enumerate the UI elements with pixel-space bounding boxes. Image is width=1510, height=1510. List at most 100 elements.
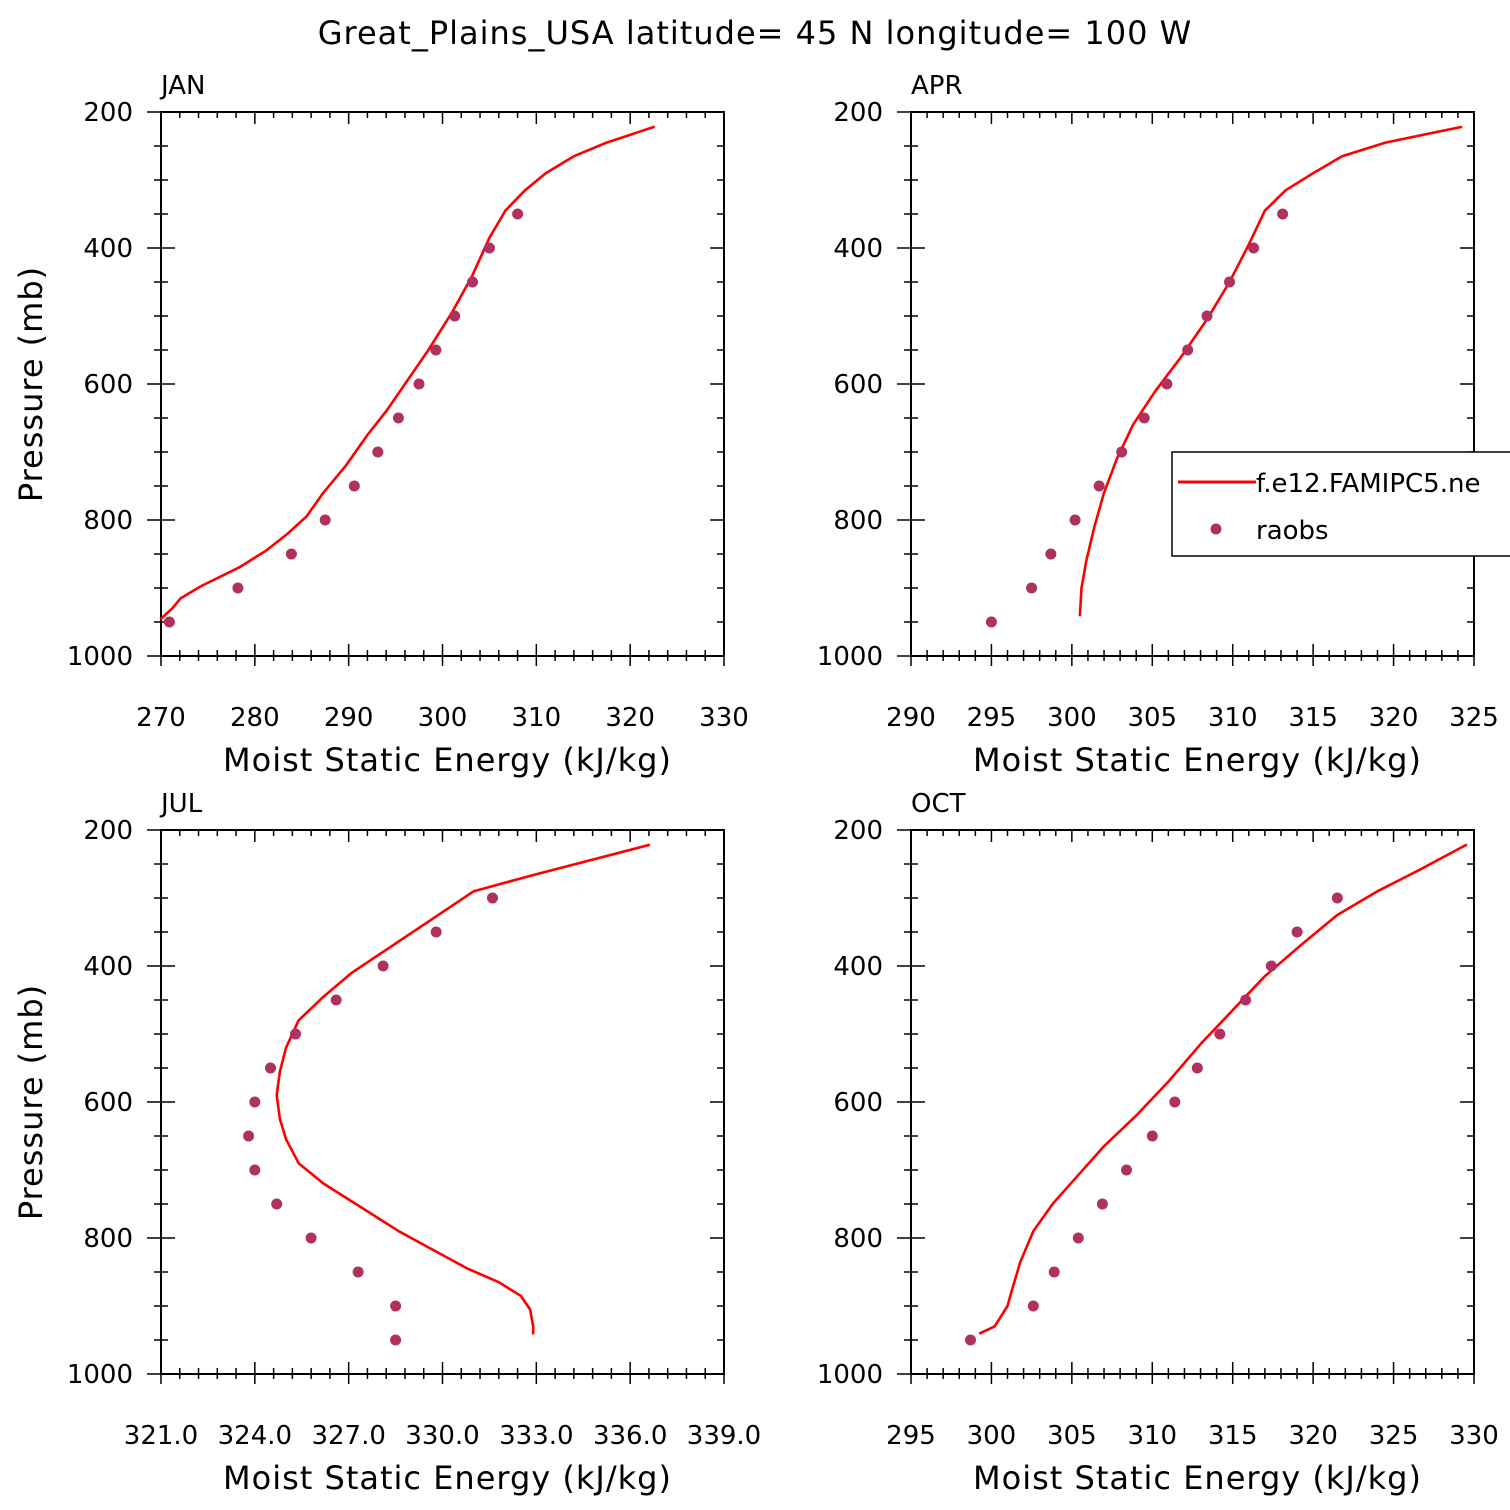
figure-title: Great_Plains_USA latitude= 45 N longitud… xyxy=(318,14,1193,52)
obs-point-oct xyxy=(1169,1096,1181,1108)
plot-frame-oct xyxy=(910,829,1475,1375)
x-axis-title-oct: Moist Static Energy (kJ/kg) xyxy=(973,1459,1422,1497)
x-tick-label: 295 xyxy=(886,1421,936,1451)
panel-title-oct: OCT xyxy=(911,789,966,819)
obs-point-oct xyxy=(1048,1266,1060,1278)
x-tick-label: 320 xyxy=(1369,703,1419,733)
legend-label-obs: raobs xyxy=(1256,516,1329,546)
obs-point-oct xyxy=(1291,926,1303,938)
x-tick-label: 295 xyxy=(967,703,1017,733)
y-tick-label: 800 xyxy=(833,506,883,536)
y-tick-label: 1000 xyxy=(67,1360,133,1390)
x-tick-label: 333.0 xyxy=(499,1421,573,1451)
obs-point-jul xyxy=(390,1334,402,1346)
panel-apr: APR 290 295 300 305 310 315 320 325 200 400 600 800 1… xyxy=(817,71,1499,779)
y-tick-label: 200 xyxy=(833,816,883,846)
obs-point-jan xyxy=(319,514,331,526)
obs-point-jul xyxy=(377,960,389,972)
y-axis-title-jan: Pressure (mb) xyxy=(12,266,50,502)
panel-oct: OCT 295 300 305 310 315 320 325 330 200 400 600 800 1… xyxy=(817,789,1499,1497)
obs-point-oct xyxy=(1191,1062,1203,1074)
obs-point-oct xyxy=(1240,994,1252,1006)
y-tick-label: 1000 xyxy=(817,1360,883,1390)
obs-point-apr xyxy=(1026,582,1038,594)
obs-point-jan xyxy=(285,548,297,560)
y-tick-label: 600 xyxy=(833,1088,883,1118)
x-tick-label: 270 xyxy=(136,703,186,733)
obs-point-jul xyxy=(390,1300,402,1312)
x-axis-title-jul: Moist Static Energy (kJ/kg) xyxy=(223,1459,672,1497)
model-line-jul xyxy=(275,843,651,1335)
x-tick-label: 325 xyxy=(1449,703,1499,733)
y-tick-label: 600 xyxy=(833,370,883,400)
model-line-apr xyxy=(1078,125,1463,617)
obs-point-oct xyxy=(1121,1164,1132,1176)
obs-point-apr xyxy=(985,616,997,628)
x-tick-label: 327.0 xyxy=(311,1421,385,1451)
obs-point-oct xyxy=(1146,1130,1158,1142)
obs-point-jan xyxy=(483,242,495,254)
y-tick-label: 600 xyxy=(83,1088,133,1118)
x-tick-label: 330 xyxy=(1449,1421,1499,1451)
y-tick-label: 200 xyxy=(833,98,883,128)
obs-point-jul xyxy=(265,1062,276,1074)
obs-point-apr xyxy=(1161,378,1173,390)
legend-marker-swatch xyxy=(1210,523,1222,535)
obs-point-oct xyxy=(1265,960,1277,972)
plot-frame-jan xyxy=(160,111,725,657)
legend-label-model: f.e12.FAMIPC5.ne xyxy=(1256,469,1480,499)
panel-title-apr: APR xyxy=(911,71,963,101)
x-axis-title-jan: Moist Static Energy (kJ/kg) xyxy=(223,741,672,779)
y-tick-label: 200 xyxy=(83,98,133,128)
plot-frame-apr xyxy=(910,111,1475,657)
legend: f.e12.FAMIPC5.ne raobs xyxy=(1171,451,1510,557)
obs-point-apr xyxy=(1182,344,1194,356)
panel-jan: JAN 270 280 290 300 310 320 330 200 400 600 800 1000… xyxy=(12,71,749,779)
y-tick-label: 800 xyxy=(83,506,133,536)
x-tick-label: 305 xyxy=(1047,1421,1097,1451)
x-tick-label: 300 xyxy=(418,703,468,733)
obs-point-jan xyxy=(449,310,461,322)
panel-title-jul: JUL xyxy=(159,789,203,819)
obs-point-oct xyxy=(1096,1198,1108,1210)
obs-point-jul xyxy=(487,892,498,904)
x-tick-label: 300 xyxy=(967,1421,1017,1451)
y-tick-label: 400 xyxy=(83,952,133,982)
x-tick-label: 305 xyxy=(1127,703,1177,733)
obs-point-jul xyxy=(271,1198,283,1210)
obs-point-oct xyxy=(1027,1300,1039,1312)
x-tick-label: 290 xyxy=(324,703,374,733)
obs-point-apr xyxy=(1093,480,1105,492)
x-tick-label: 310 xyxy=(512,703,562,733)
y-tick-label: 400 xyxy=(833,234,883,264)
x-tick-label: 290 xyxy=(886,703,936,733)
panel-jul: JUL 321.0 324.0 327.0 330.0 333.0 336.0 339.0 20… xyxy=(12,789,761,1497)
obs-point-jul xyxy=(330,994,342,1006)
x-tick-label: 310 xyxy=(1127,1421,1177,1451)
panel-title-jan: JAN xyxy=(159,71,205,101)
obs-point-apr xyxy=(1248,242,1260,254)
obs-point-apr xyxy=(1224,276,1235,288)
obs-point-jan xyxy=(392,412,404,424)
y-tick-label: 400 xyxy=(833,952,883,982)
obs-point-apr xyxy=(1069,514,1081,526)
obs-point-apr xyxy=(1138,412,1150,424)
y-tick-label: 1000 xyxy=(67,642,133,672)
y-tick-label: 200 xyxy=(83,816,133,846)
obs-point-jan xyxy=(512,208,524,220)
obs-point-jul xyxy=(352,1266,364,1278)
x-tick-label: 339.0 xyxy=(687,1421,761,1451)
x-tick-label: 320 xyxy=(605,703,655,733)
obs-point-jan xyxy=(372,446,384,458)
x-axis-title-apr: Moist Static Energy (kJ/kg) xyxy=(973,741,1422,779)
obs-point-jan xyxy=(163,616,175,628)
obs-point-apr xyxy=(1201,310,1213,322)
obs-point-jan xyxy=(348,480,360,492)
obs-point-jan xyxy=(413,378,425,390)
x-tick-label: 320 xyxy=(1288,1421,1338,1451)
model-line-oct xyxy=(978,843,1468,1335)
x-tick-label: 315 xyxy=(1208,1421,1258,1451)
obs-point-jul xyxy=(430,926,442,938)
x-tick-label: 300 xyxy=(1047,703,1097,733)
legend-box xyxy=(1171,451,1510,557)
